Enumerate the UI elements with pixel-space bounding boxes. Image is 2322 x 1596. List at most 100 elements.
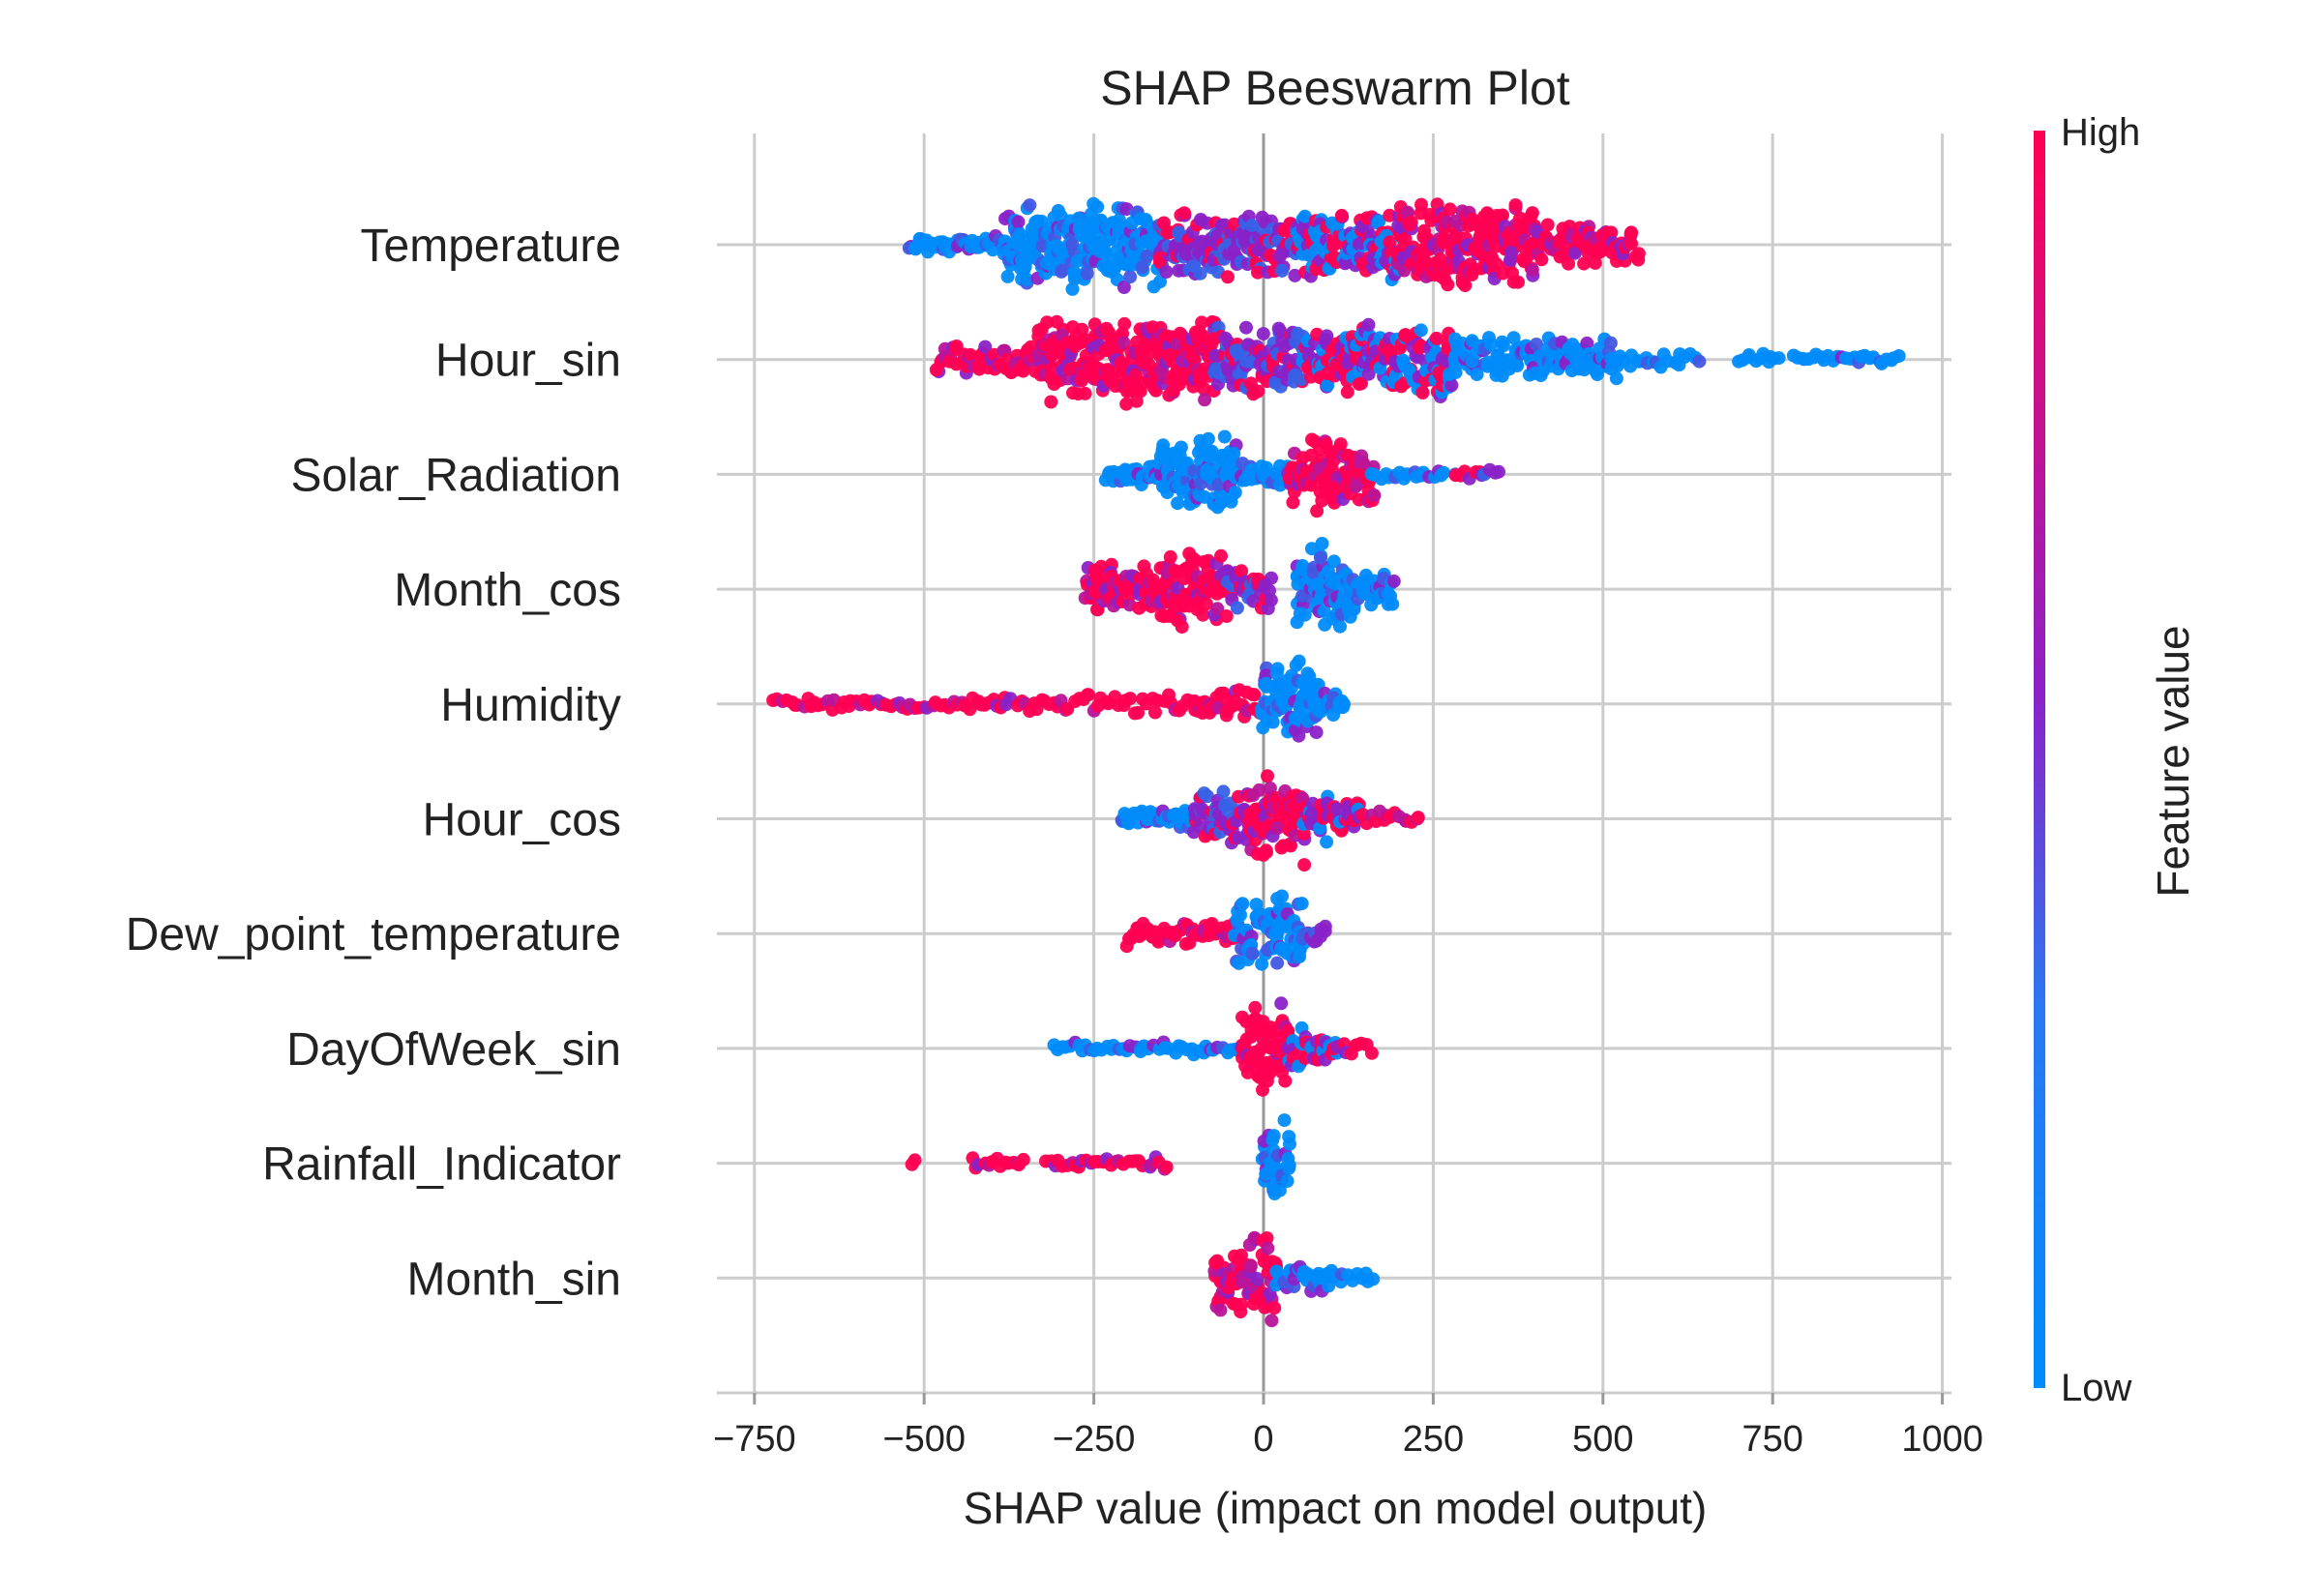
shap-point bbox=[1314, 550, 1327, 565]
shap-point bbox=[1210, 602, 1225, 616]
shap-point bbox=[1266, 1129, 1281, 1143]
shap-point bbox=[1260, 1231, 1274, 1245]
shap-point bbox=[1591, 368, 1604, 382]
shap-point bbox=[1270, 956, 1285, 970]
shap-point bbox=[1265, 571, 1278, 585]
shap-point bbox=[1023, 198, 1037, 213]
shap-point bbox=[1256, 327, 1270, 341]
shap-point bbox=[1044, 395, 1058, 409]
shap-point bbox=[1040, 315, 1055, 330]
shap-point bbox=[1364, 1046, 1379, 1060]
shap-point bbox=[1356, 456, 1370, 470]
shap-point bbox=[1201, 789, 1214, 804]
shap-point bbox=[1230, 601, 1244, 615]
shap-point bbox=[1275, 889, 1289, 903]
shap-point bbox=[1135, 260, 1149, 275]
shap-point bbox=[908, 1153, 922, 1167]
shap-point bbox=[1567, 246, 1582, 260]
shap-point bbox=[1065, 281, 1080, 296]
shap-point bbox=[1245, 688, 1260, 701]
shap-point bbox=[1692, 354, 1707, 369]
shap-point bbox=[1234, 908, 1247, 922]
shap-point bbox=[1444, 378, 1459, 393]
shap-point bbox=[1282, 1130, 1296, 1144]
shap-point bbox=[1251, 265, 1265, 280]
shap-point bbox=[1087, 359, 1102, 373]
x-tick-label: −500 bbox=[882, 1419, 966, 1460]
shap-point bbox=[1326, 554, 1341, 569]
shap-point bbox=[1383, 208, 1397, 222]
shap-point bbox=[1414, 323, 1428, 338]
shap-point bbox=[1214, 548, 1228, 563]
shap-point bbox=[1354, 376, 1368, 391]
shap-point bbox=[1261, 769, 1274, 783]
shap-point bbox=[1286, 495, 1300, 510]
shap-point bbox=[1278, 1074, 1293, 1088]
shap-point bbox=[1116, 281, 1131, 294]
colorbar bbox=[2034, 131, 2045, 1388]
shap-point bbox=[1171, 496, 1185, 511]
shap-point bbox=[1119, 397, 1134, 411]
shap-point bbox=[1248, 1000, 1263, 1015]
x-tick-label: −750 bbox=[713, 1419, 796, 1460]
shap-point bbox=[1255, 957, 1269, 971]
shap-point bbox=[1280, 1174, 1295, 1188]
shap-point bbox=[1090, 199, 1105, 214]
shap-point bbox=[1148, 705, 1162, 720]
shap-point bbox=[1153, 275, 1167, 289]
shap-point bbox=[1372, 214, 1386, 228]
shap-point bbox=[1273, 324, 1288, 339]
shap-point bbox=[1259, 843, 1273, 858]
shap-point bbox=[1385, 597, 1400, 611]
shap-point bbox=[1293, 943, 1307, 958]
shap-point bbox=[1217, 429, 1232, 444]
shap-point bbox=[1234, 1305, 1248, 1319]
shap-point bbox=[1265, 1314, 1279, 1328]
shap-point bbox=[1604, 225, 1619, 240]
shap-point bbox=[1415, 386, 1430, 399]
chart-title: SHAP Beeswarm Plot bbox=[1100, 61, 1569, 115]
shap-point bbox=[1123, 270, 1138, 284]
shap-point bbox=[1243, 1259, 1258, 1273]
shap-point bbox=[1131, 705, 1146, 720]
shap-point bbox=[1251, 1047, 1265, 1061]
x-tick-label: 1000 bbox=[1901, 1419, 1983, 1460]
shap-point bbox=[1151, 934, 1166, 949]
shap-point bbox=[1264, 593, 1278, 607]
shap-point bbox=[1540, 218, 1555, 232]
x-tick-label: 250 bbox=[1403, 1419, 1464, 1460]
feature-label: Hour_cos bbox=[423, 795, 621, 846]
x-axis-ticks: −750 −500 −250 0 250 500 750 1000 bbox=[713, 1393, 1983, 1460]
shap-point bbox=[1401, 205, 1414, 220]
shap-point bbox=[1163, 549, 1177, 564]
shap-point bbox=[1120, 384, 1134, 399]
shap-point bbox=[1441, 278, 1455, 292]
feature-label: Temperature bbox=[361, 221, 621, 272]
shap-point bbox=[1337, 697, 1351, 711]
shap-point bbox=[1318, 924, 1332, 938]
shap-point bbox=[1016, 364, 1030, 378]
shap-point bbox=[1320, 835, 1334, 849]
shap-point bbox=[1196, 607, 1210, 622]
shap-point bbox=[1117, 316, 1132, 331]
shap-point bbox=[1530, 338, 1543, 351]
shap-point bbox=[1267, 1301, 1282, 1315]
shap-point bbox=[1623, 226, 1638, 241]
shap-point bbox=[1239, 320, 1253, 335]
shap-point bbox=[1221, 270, 1235, 284]
shap-point bbox=[1102, 325, 1116, 340]
shap-point bbox=[1492, 464, 1505, 479]
shap-point bbox=[1011, 215, 1026, 229]
shap-point bbox=[1159, 265, 1174, 279]
shap-point bbox=[1270, 926, 1285, 940]
shap-point bbox=[1116, 336, 1131, 350]
shap-point bbox=[1261, 1241, 1275, 1256]
shap-point bbox=[1082, 688, 1095, 702]
shap-point bbox=[1504, 245, 1519, 259]
shap-point bbox=[1347, 602, 1361, 616]
feature-label: Solar_Radiation bbox=[290, 450, 621, 501]
shap-point bbox=[1013, 227, 1027, 242]
shap-point bbox=[1508, 198, 1523, 212]
shap-point bbox=[1193, 266, 1207, 281]
